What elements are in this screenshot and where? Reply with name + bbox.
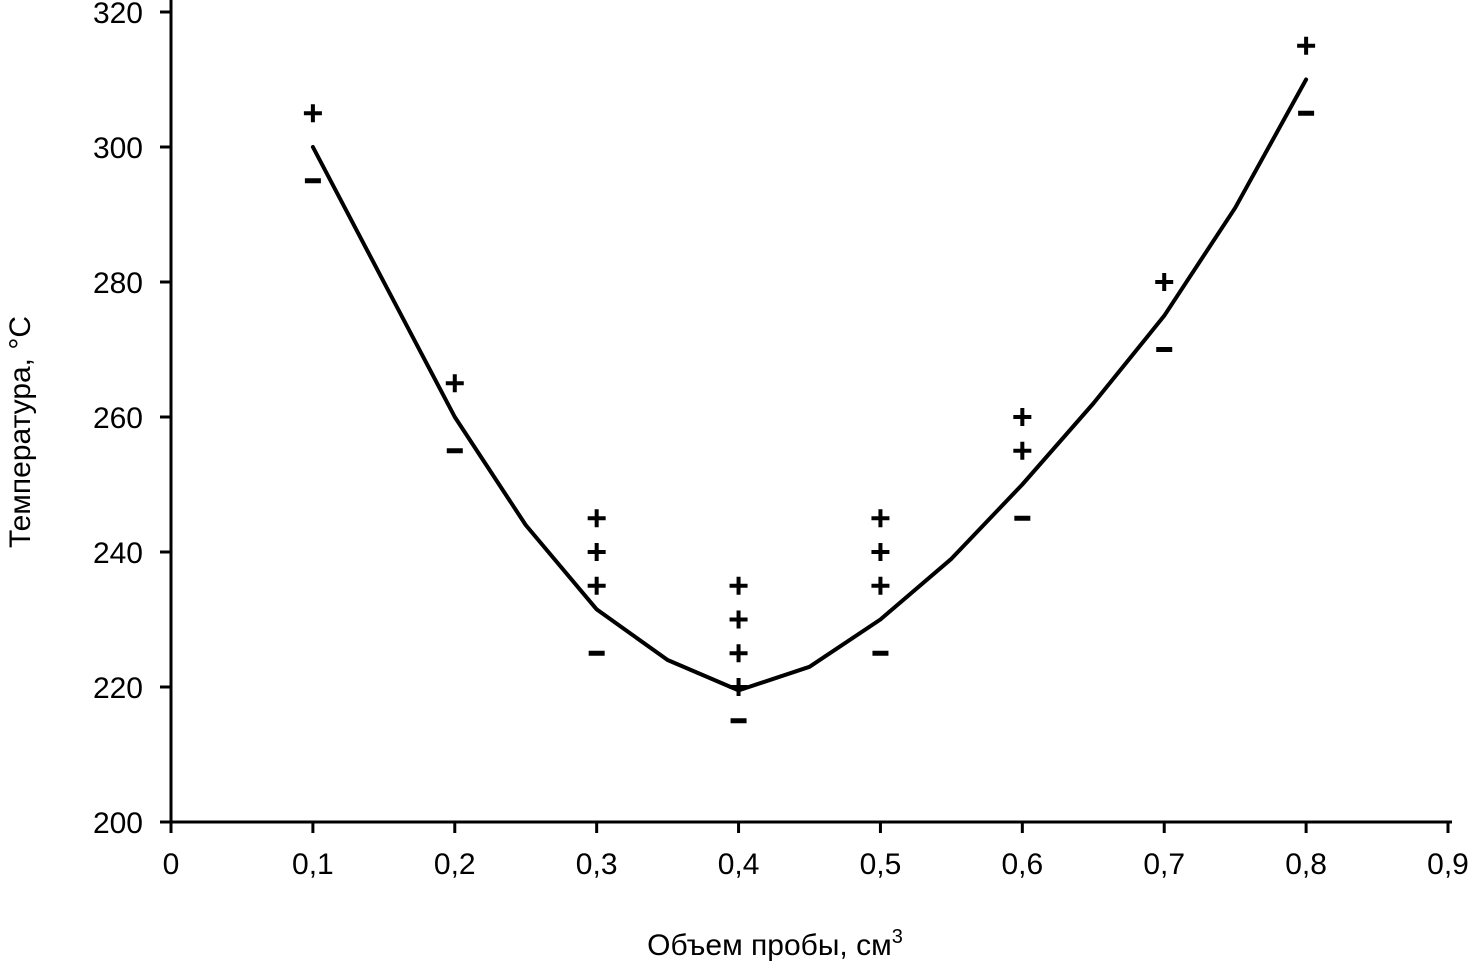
plus-marker	[871, 576, 890, 595]
minus-marker	[304, 178, 321, 184]
x-tick-label: 0,6	[1001, 848, 1043, 881]
x-tick-label: 0,1	[292, 848, 334, 881]
x-tick-label: 0,3	[576, 848, 618, 881]
x-axis-label: Объем пробы, см3	[647, 926, 903, 962]
x-tick-label: 0,5	[860, 848, 902, 881]
y-tick-label: 280	[93, 267, 143, 300]
y-axis-label: Температура, °С	[4, 316, 37, 548]
plus-marker	[587, 509, 606, 528]
x-tick-label: 0,7	[1143, 848, 1185, 881]
y-tick-label: 200	[93, 807, 143, 840]
marks	[303, 36, 1316, 724]
minus-marker	[1156, 347, 1173, 352]
x-tick-label: 0,4	[718, 848, 760, 881]
plus-marker	[871, 509, 890, 528]
plus-marker	[729, 644, 748, 663]
y-tick-label: 300	[93, 132, 143, 165]
plus-marker	[1155, 273, 1174, 291]
x-tick-label: 0,9	[1427, 848, 1469, 881]
axes: 0 0,1 0,2 0,3 0,4 0,5 0,6 0,7 0,8 0,9 200 220 240 260…	[93, 0, 1469, 881]
y-tick-label: 220	[93, 672, 143, 705]
x-tick-label: 0,8	[1285, 848, 1327, 881]
minus-marker	[588, 650, 605, 656]
plus-marker	[587, 576, 606, 595]
minus-marker	[872, 650, 889, 656]
plus-marker	[303, 104, 322, 123]
plus-marker	[587, 543, 606, 561]
plus-marker	[1297, 36, 1316, 55]
x-tick-label: 0,2	[434, 848, 476, 881]
plus-marker	[729, 610, 748, 629]
minus-marker	[1298, 110, 1315, 116]
x-tick-label: 0	[163, 848, 180, 881]
plus-marker	[1013, 441, 1032, 460]
plus-marker	[871, 543, 890, 561]
minus-marker	[446, 448, 463, 454]
minus-marker	[730, 718, 747, 724]
plus-marker	[729, 576, 748, 595]
y-tick-label: 240	[93, 537, 143, 570]
plus-marker	[445, 374, 464, 393]
minus-marker	[1014, 515, 1031, 521]
plus-marker	[1013, 408, 1032, 426]
fit-curve	[310, 77, 1309, 693]
y-tick-label: 260	[93, 402, 143, 435]
y-tick-label: 320	[93, 0, 143, 30]
